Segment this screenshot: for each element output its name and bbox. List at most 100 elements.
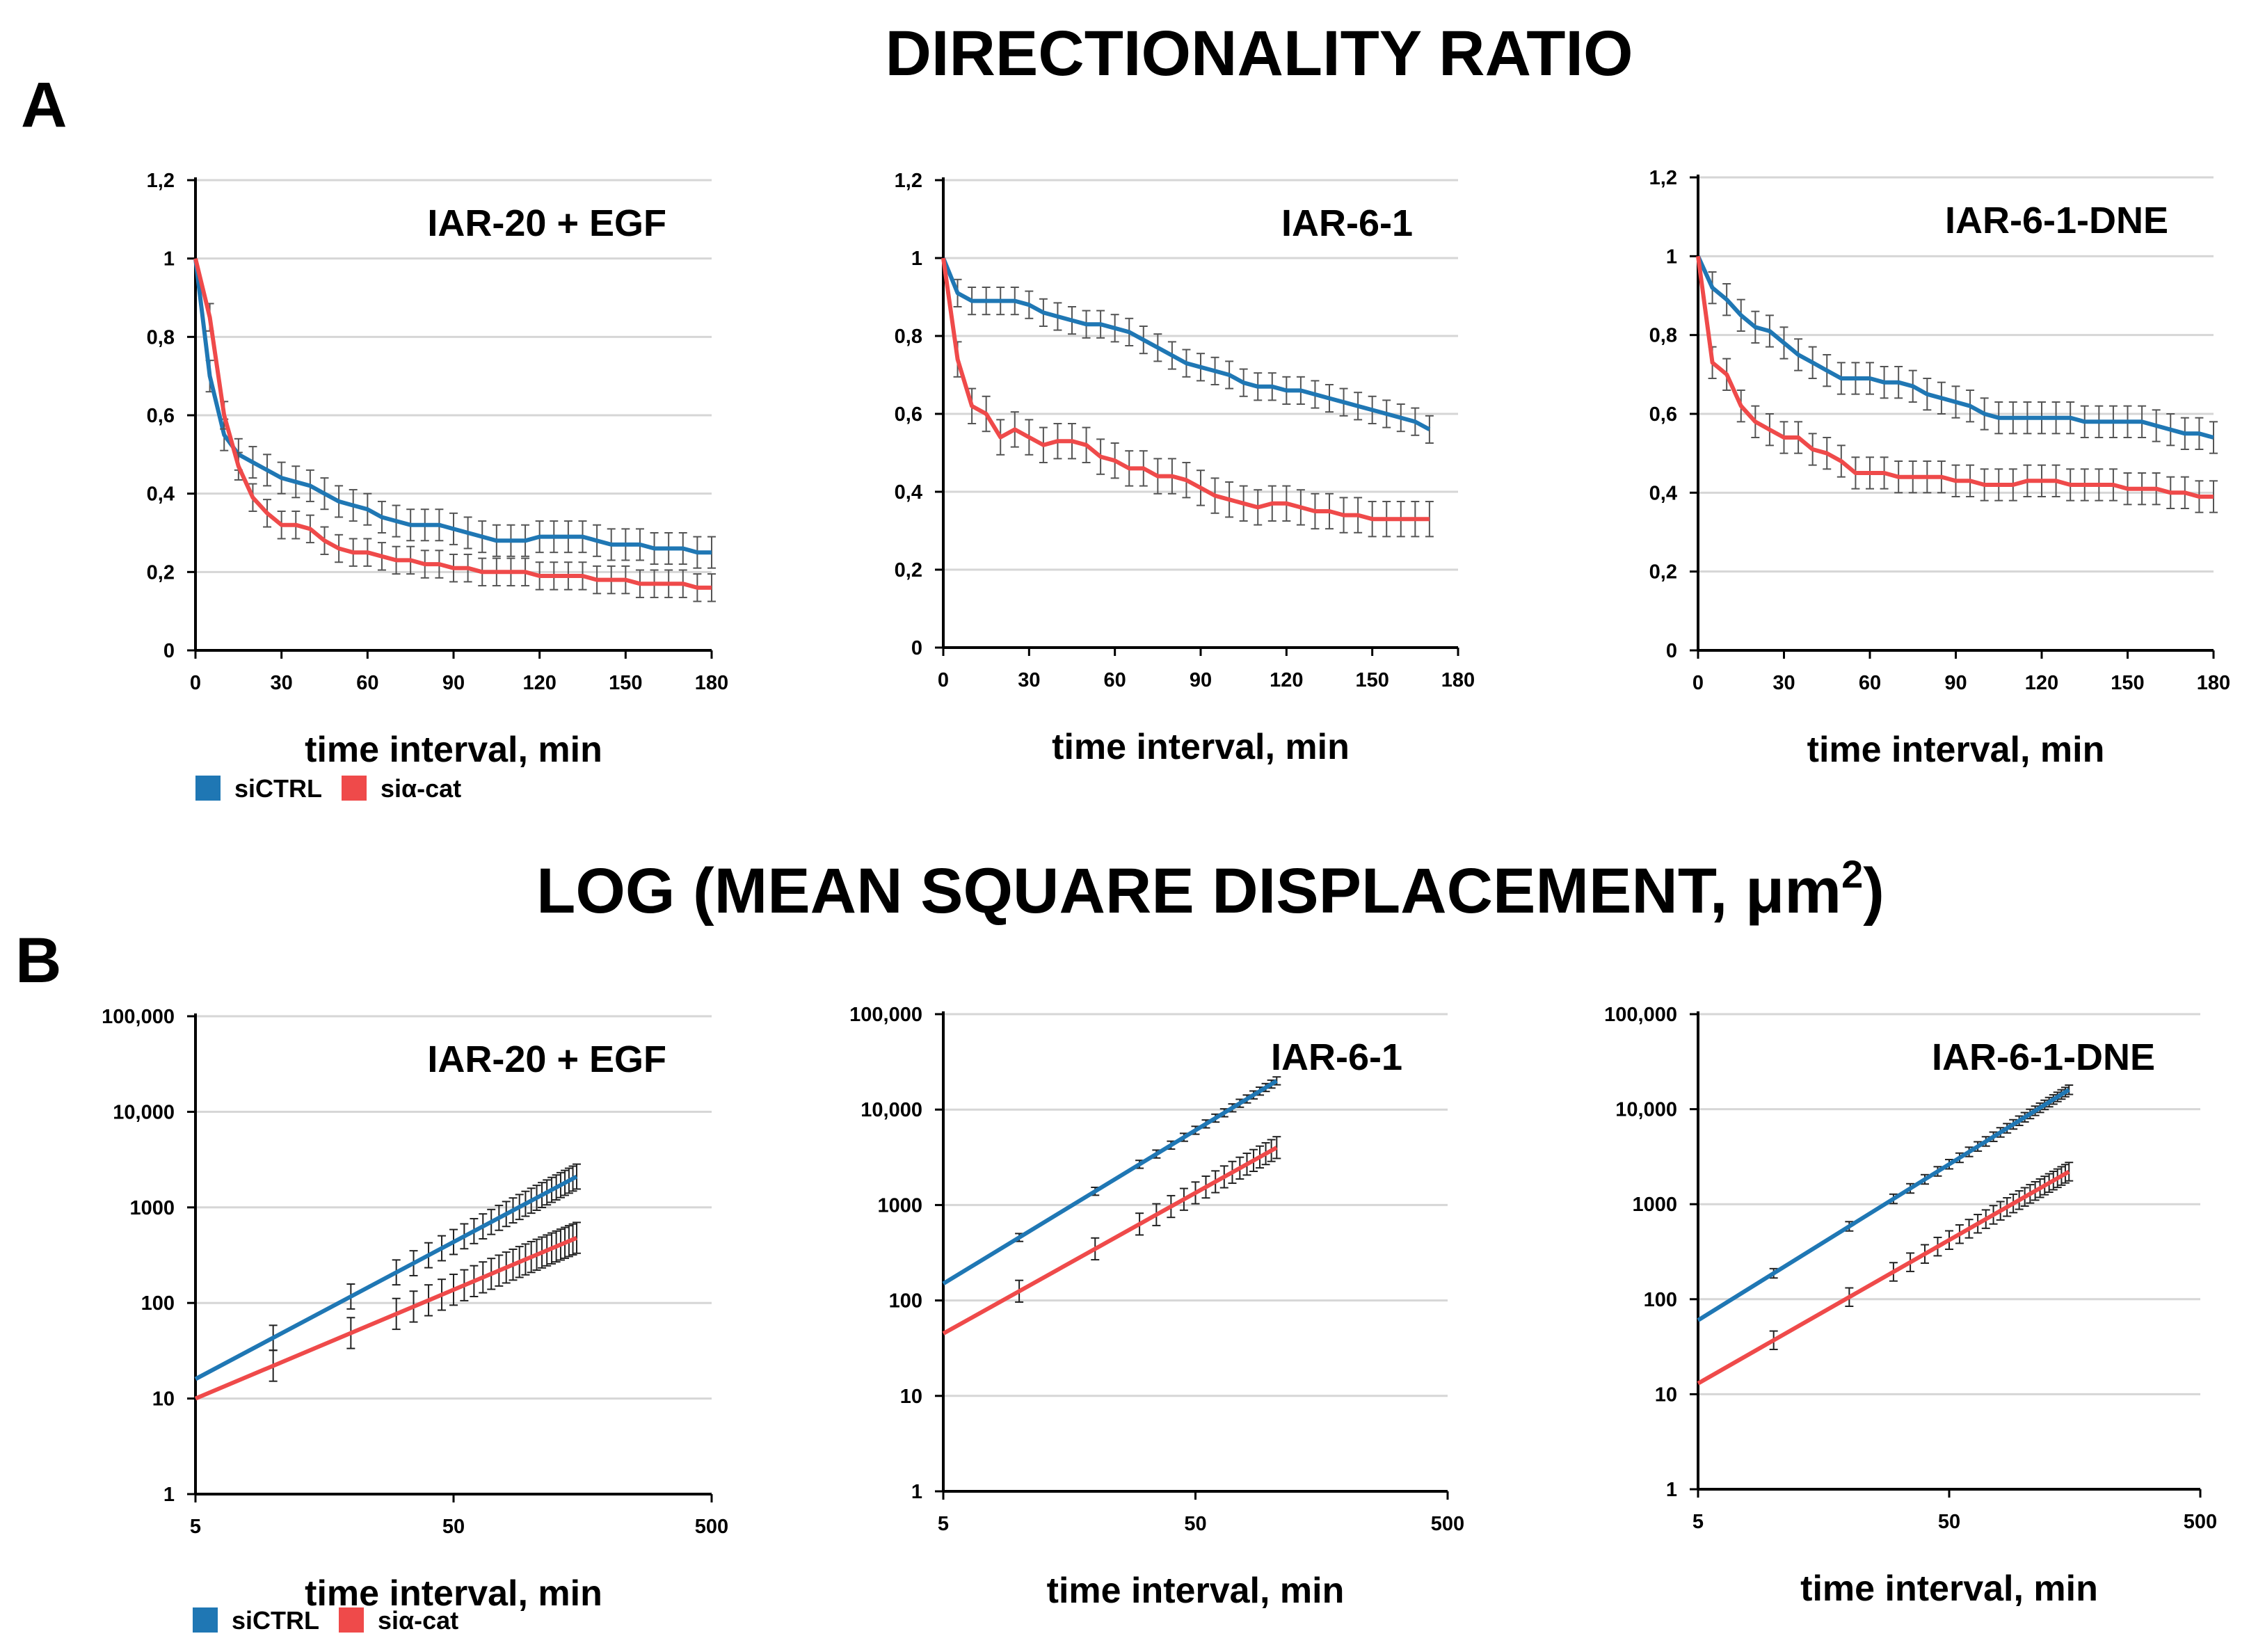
series-line [193, 257, 712, 590]
y-tick-label: 0,2 [1649, 561, 1677, 584]
y-tick-label: 10 [1655, 1384, 1677, 1406]
x-tick-label: 50 [442, 1516, 465, 1538]
series-line [942, 1146, 1278, 1336]
chart-title: IAR-6-1-DNE [1932, 1036, 2155, 1078]
panel-b-title: LOG (MEAN SQUARE DISPLACEMENT, μm2) [536, 852, 1884, 927]
panel-b-title-unit: μm [1745, 856, 1841, 927]
x-tick-label: 90 [1190, 669, 1212, 691]
legend-label: siα-cat [378, 1606, 458, 1635]
x-axis-label: time interval, min [305, 1573, 602, 1614]
x-axis-label: time interval, min [305, 730, 602, 770]
chart-3: 0 0,2 0,4 0,6 0,8 1 1,2 0 30 60 90 120 150 180 IAR-6-1… [1649, 167, 2231, 770]
legend-swatch [195, 776, 221, 801]
x-axis-label: time interval, min [1047, 1571, 1345, 1611]
y-tick-label: 1 [163, 248, 175, 271]
chart-title: IAR-20 + EGF [427, 202, 666, 244]
series-line [1696, 255, 2214, 499]
chart-2: 0 0,2 0,4 0,6 0,8 1 1,2 0 30 60 90 120 150 180 IAR-6-1… [895, 170, 1475, 767]
x-tick-label: 5 [1692, 1511, 1704, 1533]
y-tick-label: 100,000 [1604, 1004, 1677, 1026]
panel-b-title-close: ) [1863, 856, 1884, 927]
y-tick-label: 0,4 [1649, 482, 1677, 504]
y-tick-label: 1 [163, 1484, 175, 1506]
x-tick-label: 150 [2111, 672, 2144, 694]
chart-6: 1 10 100 1000 10,000 100,000 5 50 500 IAR-6-1-DNE… [1604, 1004, 2217, 1609]
x-tick-label: 30 [271, 672, 293, 694]
y-tick-label: 1,2 [895, 170, 922, 192]
chart-title: IAR-6-1 [1271, 1036, 1402, 1078]
series-sictrl [1697, 1084, 2074, 1322]
y-tick-label: 0,8 [1649, 325, 1677, 347]
series-sictrl [193, 258, 716, 569]
chart-5: 1 10 100 1000 10,000 100,000 5 50 500 IAR-6-1 time… [849, 1004, 1464, 1611]
panel-b-letter: B [15, 925, 61, 996]
series-sia-cat [194, 1221, 582, 1401]
legends-layer: siCTRL siα-cat siCTRL siα-cat [193, 774, 461, 1635]
series-sia-cat [193, 257, 716, 602]
chart-title: IAR-6-1-DNE [1945, 200, 2168, 241]
x-tick-label: 30 [1018, 669, 1040, 691]
chart-4: 1 10 100 1000 10,000 100,000 5 50 500 IAR-20 + EG… [102, 1006, 728, 1614]
x-tick-label: 5 [190, 1516, 201, 1538]
series-sia-cat [1696, 255, 2218, 513]
series-line [1696, 255, 2214, 440]
y-tick-label: 0,6 [1649, 403, 1677, 426]
y-tick-label: 0,4 [895, 481, 922, 504]
y-tick-label: 100 [1644, 1289, 1677, 1311]
y-tick-label: 10,000 [1615, 1099, 1677, 1121]
x-tick-label: 90 [1944, 672, 1967, 694]
x-axis-label: time interval, min [1807, 730, 2105, 770]
legend-a: siCTRL siα-cat [195, 774, 461, 803]
x-tick-label: 90 [442, 672, 465, 694]
y-tick-label: 0,2 [895, 559, 922, 582]
x-tick-label: 50 [1184, 1513, 1206, 1535]
y-tick-label: 1,2 [1649, 167, 1677, 189]
y-tick-label: 1000 [877, 1194, 922, 1217]
y-tick-label: 100 [141, 1292, 175, 1315]
series-sia-cat [942, 1136, 1281, 1336]
series-line [942, 1079, 1278, 1286]
legend-swatch [342, 776, 367, 801]
x-tick-label: 0 [1692, 672, 1704, 694]
y-tick-label: 0,8 [895, 326, 922, 348]
y-tick-label: 100 [889, 1290, 922, 1313]
series-sictrl [1696, 255, 2218, 454]
x-tick-label: 150 [1355, 669, 1388, 691]
series-line [1697, 1088, 2070, 1322]
y-tick-label: 1 [1666, 1479, 1677, 1501]
series-line [941, 257, 1431, 432]
legend-swatch [193, 1607, 218, 1633]
y-tick-label: 1 [911, 248, 922, 270]
y-tick-label: 1000 [129, 1197, 175, 1219]
x-tick-label: 5 [938, 1513, 949, 1535]
x-tick-label: 500 [695, 1516, 728, 1538]
y-tick-label: 10 [900, 1386, 922, 1408]
charts-layer: 00,20,40,60,811,20 30 60 90 120 150 180IAR-20 … [102, 167, 2230, 1614]
y-tick-label: 1000 [1632, 1194, 1677, 1216]
series-line [194, 1174, 578, 1381]
x-tick-label: 0 [938, 669, 949, 691]
y-tick-label: 0 [1666, 640, 1677, 662]
legend-label: siCTRL [232, 1606, 319, 1635]
x-tick-label: 180 [695, 672, 728, 694]
y-tick-label: 10,000 [113, 1101, 175, 1123]
x-tick-label: 500 [2184, 1511, 2217, 1533]
series-line [194, 1235, 578, 1401]
x-tick-label: 50 [1938, 1511, 1960, 1533]
x-tick-label: 500 [1431, 1513, 1464, 1535]
x-tick-label: 0 [190, 672, 201, 694]
y-tick-label: 0,2 [147, 561, 175, 584]
legend-b: siCTRL siα-cat [193, 1606, 458, 1635]
x-tick-label: 60 [1859, 672, 1881, 694]
panel-a-letter: A [21, 70, 67, 141]
y-tick-label: 10,000 [861, 1099, 922, 1121]
series-line [193, 258, 712, 555]
x-axis-label: time interval, min [1052, 727, 1350, 767]
y-tick-label: 1,2 [147, 170, 175, 192]
series-line [1697, 1169, 2070, 1386]
chart-1: 0 0,2 0,4 0,6 0,8 1 1,2 0 30 60 90 120 150 180 IAR-20 … [147, 170, 729, 770]
series-sictrl [942, 1076, 1281, 1286]
y-tick-label: 0,8 [147, 326, 175, 348]
legend-swatch [339, 1607, 364, 1633]
chart-title: IAR-6-1 [1281, 202, 1413, 244]
